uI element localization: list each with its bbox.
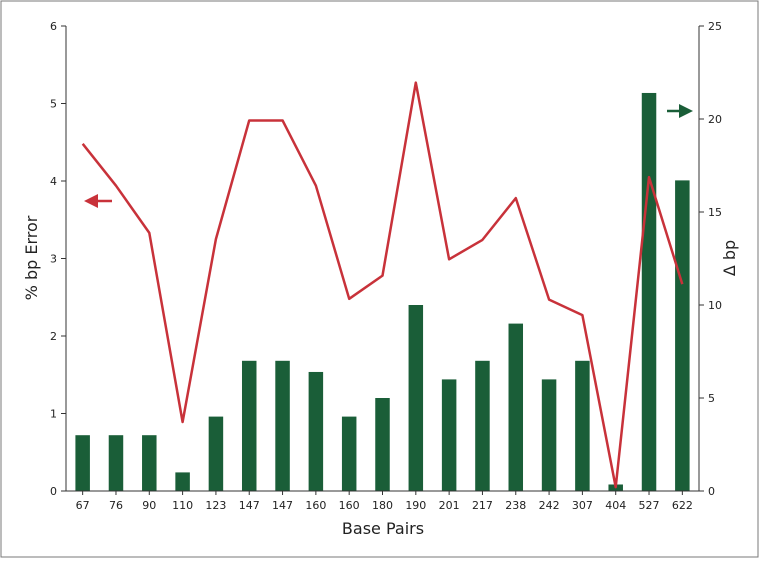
bar bbox=[242, 361, 257, 491]
bar bbox=[342, 417, 357, 491]
x-tick-label: 147 bbox=[239, 499, 260, 512]
y-right-tick-label: 0 bbox=[708, 485, 715, 498]
x-tick-label: 123 bbox=[205, 499, 226, 512]
y-left-tick-label: 6 bbox=[50, 20, 57, 33]
x-tick-label: 238 bbox=[505, 499, 526, 512]
bar bbox=[409, 305, 424, 491]
x-tick-label: 622 bbox=[672, 499, 693, 512]
y-axis-left-title: % bp Error bbox=[22, 215, 41, 300]
bar bbox=[542, 379, 557, 491]
x-tick-label: 110 bbox=[172, 499, 193, 512]
x-tick-label: 217 bbox=[472, 499, 493, 512]
bar bbox=[375, 398, 390, 491]
y-left-tick-label: 2 bbox=[50, 330, 57, 343]
bar bbox=[675, 180, 690, 491]
bar bbox=[175, 472, 190, 491]
bar bbox=[575, 361, 590, 491]
y-left-tick-label: 5 bbox=[50, 98, 57, 111]
x-tick-label: 180 bbox=[372, 499, 393, 512]
x-tick-label: 147 bbox=[272, 499, 293, 512]
bar bbox=[475, 361, 490, 491]
bar bbox=[509, 324, 524, 491]
y-left-tick-label: 3 bbox=[50, 253, 57, 266]
bar bbox=[109, 435, 124, 491]
y-right-tick-label: 20 bbox=[708, 113, 722, 126]
y-axis-right-title: Δ bp bbox=[720, 240, 739, 276]
x-tick-label: 242 bbox=[539, 499, 560, 512]
x-tick-label: 76 bbox=[109, 499, 123, 512]
bar bbox=[642, 93, 657, 491]
bar bbox=[75, 435, 90, 491]
bar bbox=[275, 361, 290, 491]
x-tick-label: 90 bbox=[142, 499, 156, 512]
bar bbox=[309, 372, 324, 491]
y-left-tick-label: 0 bbox=[50, 485, 57, 498]
x-tick-label: 160 bbox=[305, 499, 326, 512]
bar bbox=[442, 379, 457, 491]
bar bbox=[142, 435, 157, 491]
y-right-tick-label: 10 bbox=[708, 299, 722, 312]
x-tick-label: 190 bbox=[405, 499, 426, 512]
y-right-tick-label: 25 bbox=[708, 20, 722, 33]
bar bbox=[209, 417, 224, 491]
y-left-tick-label: 4 bbox=[50, 175, 57, 188]
y-right-tick-label: 5 bbox=[708, 392, 715, 405]
x-tick-label: 404 bbox=[605, 499, 626, 512]
x-tick-label: 67 bbox=[76, 499, 90, 512]
y-right-tick-label: 15 bbox=[708, 206, 722, 219]
x-tick-label: 307 bbox=[572, 499, 593, 512]
x-tick-label: 201 bbox=[439, 499, 460, 512]
x-tick-label: 160 bbox=[339, 499, 360, 512]
y-left-tick-label: 1 bbox=[50, 408, 57, 421]
x-axis-title: Base Pairs bbox=[342, 519, 424, 538]
x-tick-label: 527 bbox=[639, 499, 660, 512]
